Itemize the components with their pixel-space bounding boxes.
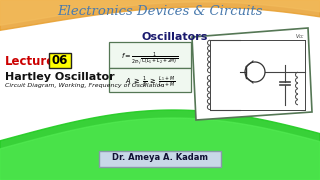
Text: $A\ \geq\ \frac{1}{\beta}\ \geq\ \frac{L_1+M}{L_2+M}$: $A\ \geq\ \frac{1}{\beta}\ \geq\ \frac{L… (125, 75, 175, 91)
Text: Lecture: Lecture (5, 55, 55, 68)
FancyBboxPatch shape (99, 151, 221, 167)
FancyBboxPatch shape (109, 42, 191, 68)
Text: $V_{CC}$: $V_{CC}$ (295, 32, 305, 41)
Text: Electronics Devices & Circuits: Electronics Devices & Circuits (57, 5, 263, 18)
FancyBboxPatch shape (109, 68, 191, 92)
Text: Oscillators: Oscillators (142, 32, 208, 42)
Text: 06: 06 (52, 54, 68, 67)
Text: Hartley Oscillator: Hartley Oscillator (5, 72, 115, 82)
FancyBboxPatch shape (49, 53, 71, 68)
Polygon shape (192, 28, 312, 120)
Text: $f = \frac{1}{2\pi\sqrt{C(L_1+L_2+2M)}}$: $f = \frac{1}{2\pi\sqrt{C(L_1+L_2+2M)}}$ (121, 51, 179, 67)
Text: Dr. Ameya A. Kadam: Dr. Ameya A. Kadam (112, 153, 208, 162)
Text: Circuit Diagram, Working, Frequency of Oscillation: Circuit Diagram, Working, Frequency of O… (5, 83, 164, 88)
